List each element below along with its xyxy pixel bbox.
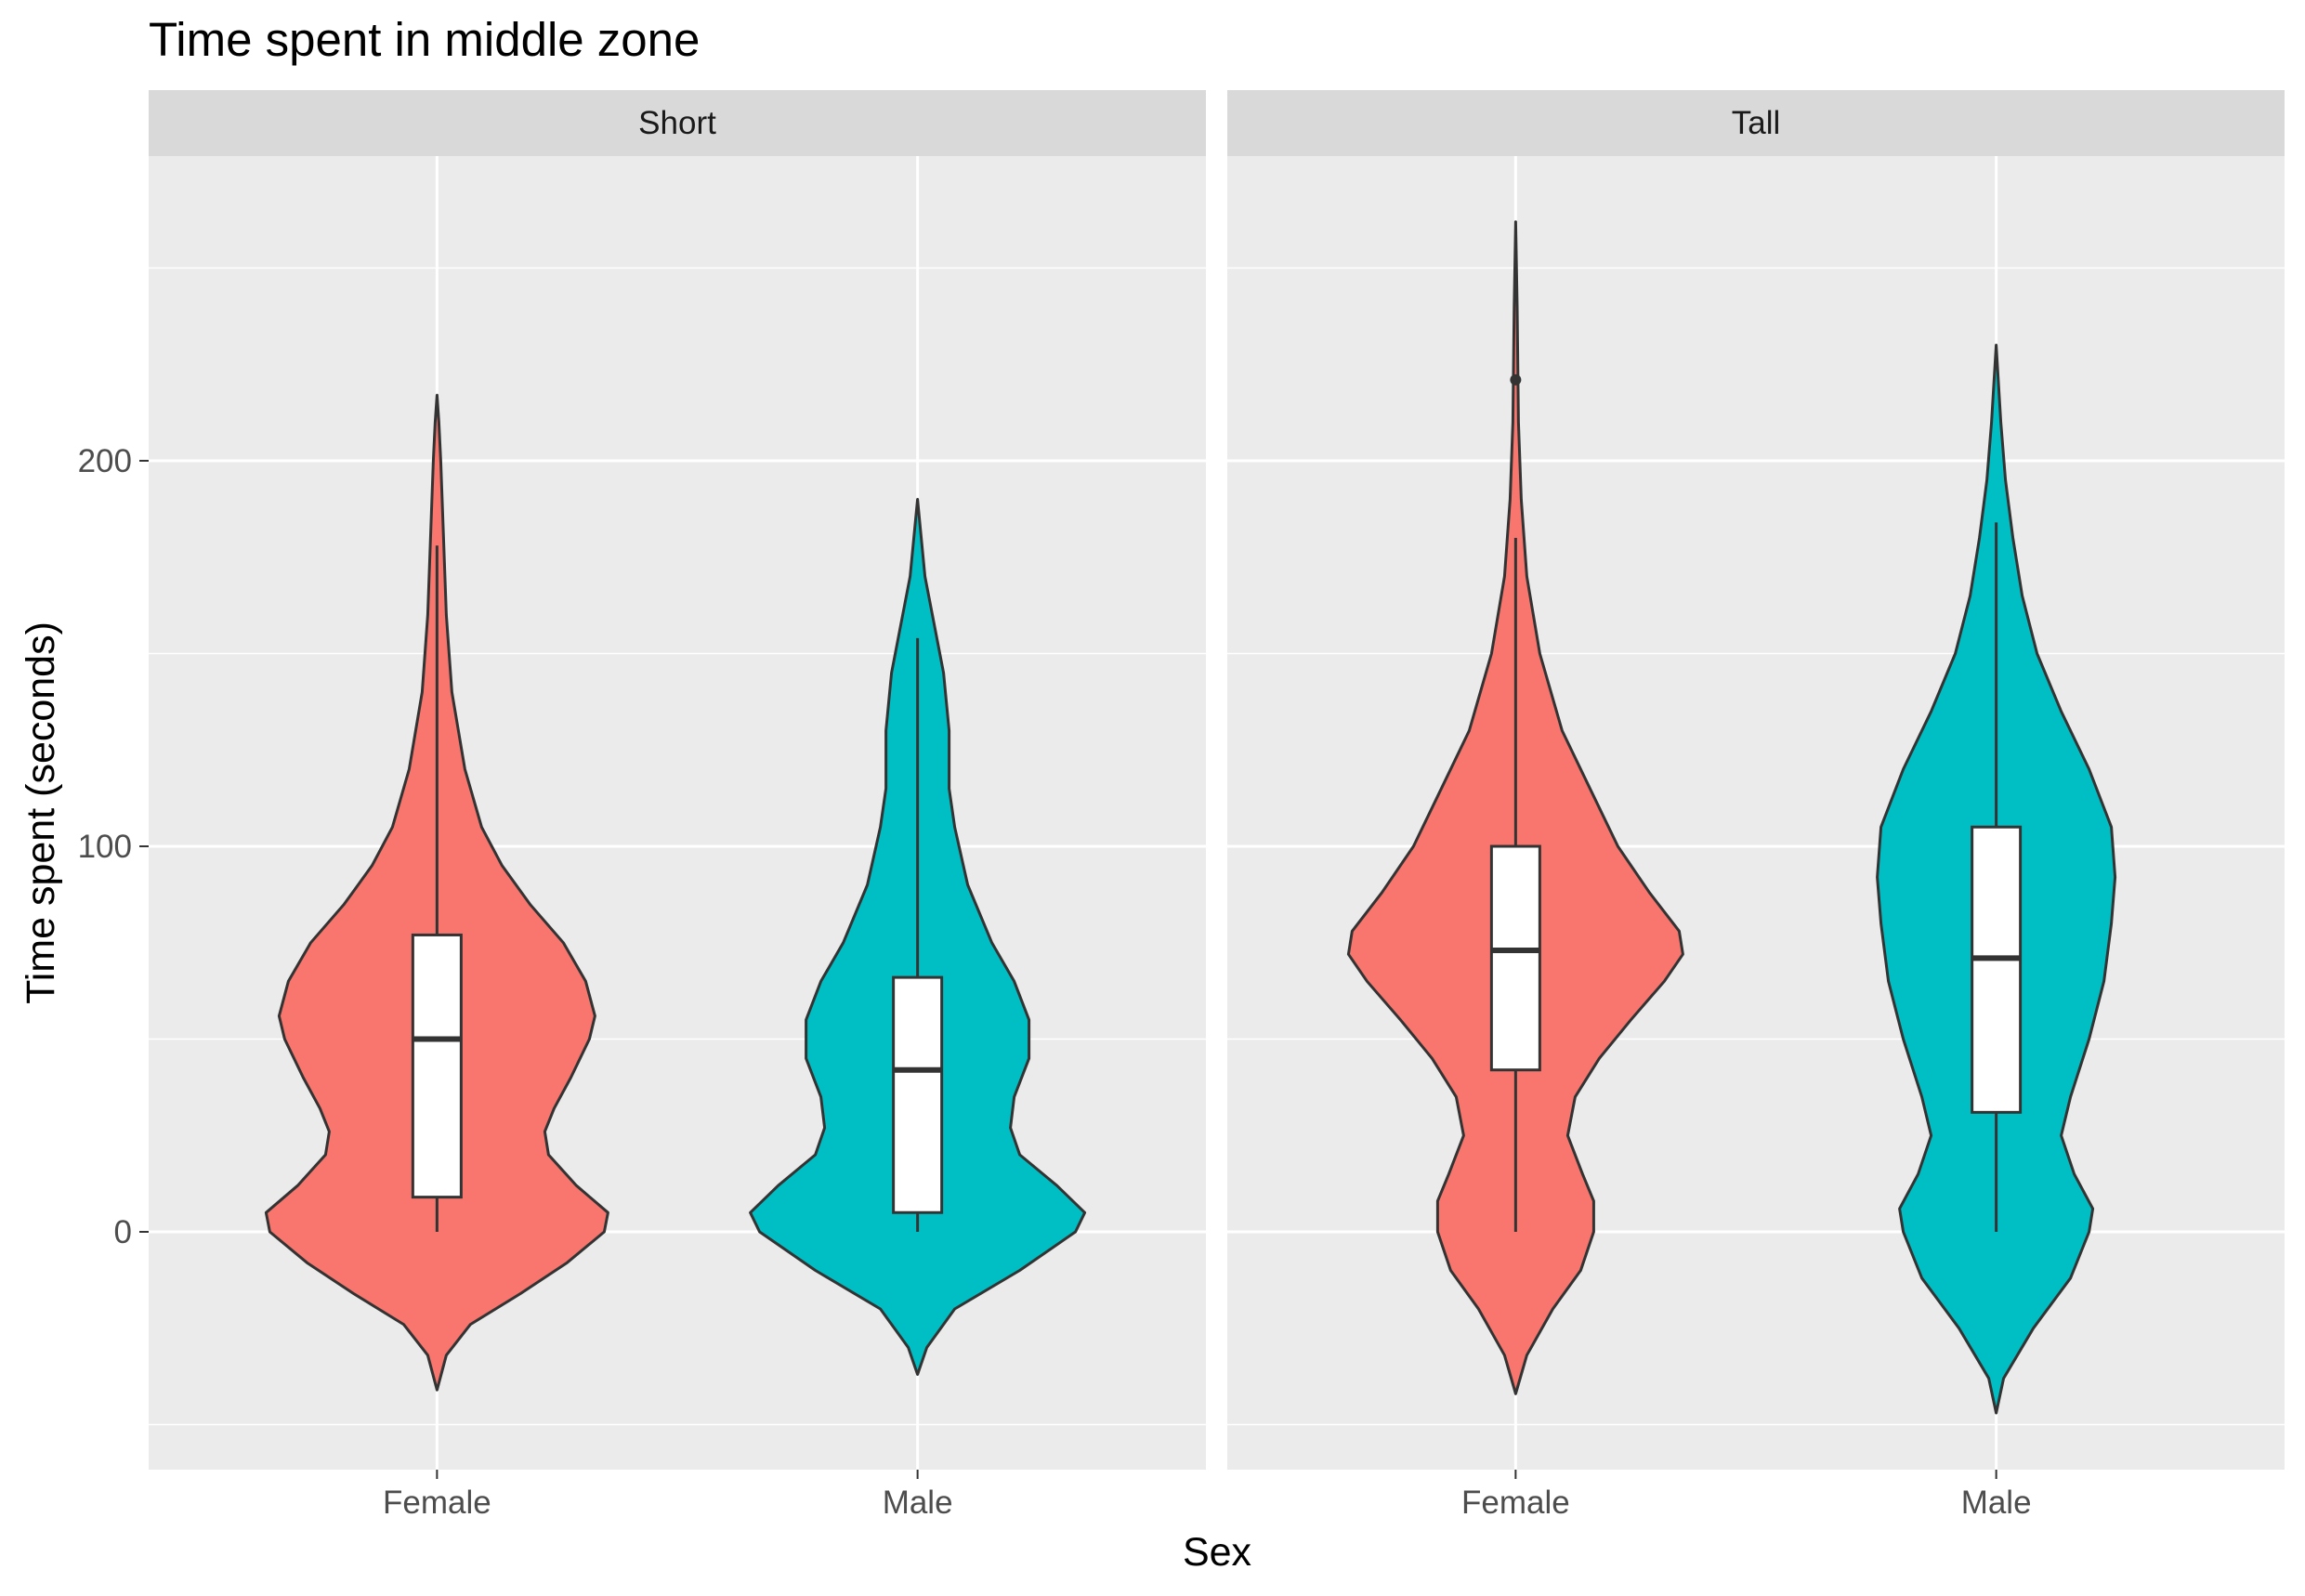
facet-panel-tall: Tall Female Male: [1227, 90, 2285, 1521]
box-iqr: [1971, 825, 2023, 1114]
box-iqr: [1489, 844, 1541, 1072]
x-tick-label: Male: [883, 1485, 953, 1521]
x-tick-label: Male: [1961, 1485, 2032, 1521]
facet-strip: [1227, 90, 2285, 156]
facet-strip: [149, 90, 1206, 156]
violin-tall-male: [1876, 344, 2117, 1415]
box-iqr: [892, 975, 944, 1214]
violin-tall-female: [1346, 220, 1684, 1395]
facet-panel-short: Short Female Male: [149, 90, 1206, 1521]
y-tick-label: 200: [78, 443, 132, 479]
y-tick-label: 0: [114, 1214, 132, 1250]
panel-background: [1227, 156, 2285, 1470]
facet-panels: Short Female Male Tall Female Male: [149, 90, 2285, 1521]
y-tick-label: 100: [78, 829, 132, 865]
x-tick-label: Female: [383, 1485, 491, 1521]
y-axis: 0 100 200: [78, 443, 149, 1250]
facet-strip-label: Short: [638, 105, 716, 141]
violin-short-male: [749, 498, 1087, 1376]
violin-short-female: [264, 393, 609, 1392]
outlier-point: [1510, 373, 1522, 386]
y-axis-title: Time spent (seconds): [19, 621, 63, 1004]
facet-strip-label: Tall: [1732, 105, 1781, 141]
x-axis-title: Sex: [1183, 1530, 1252, 1575]
box-iqr: [411, 933, 463, 1199]
x-tick-label: Female: [1461, 1485, 1570, 1521]
panel-background: [149, 156, 1206, 1470]
chart-title: Time spent in middle zone: [149, 13, 700, 66]
